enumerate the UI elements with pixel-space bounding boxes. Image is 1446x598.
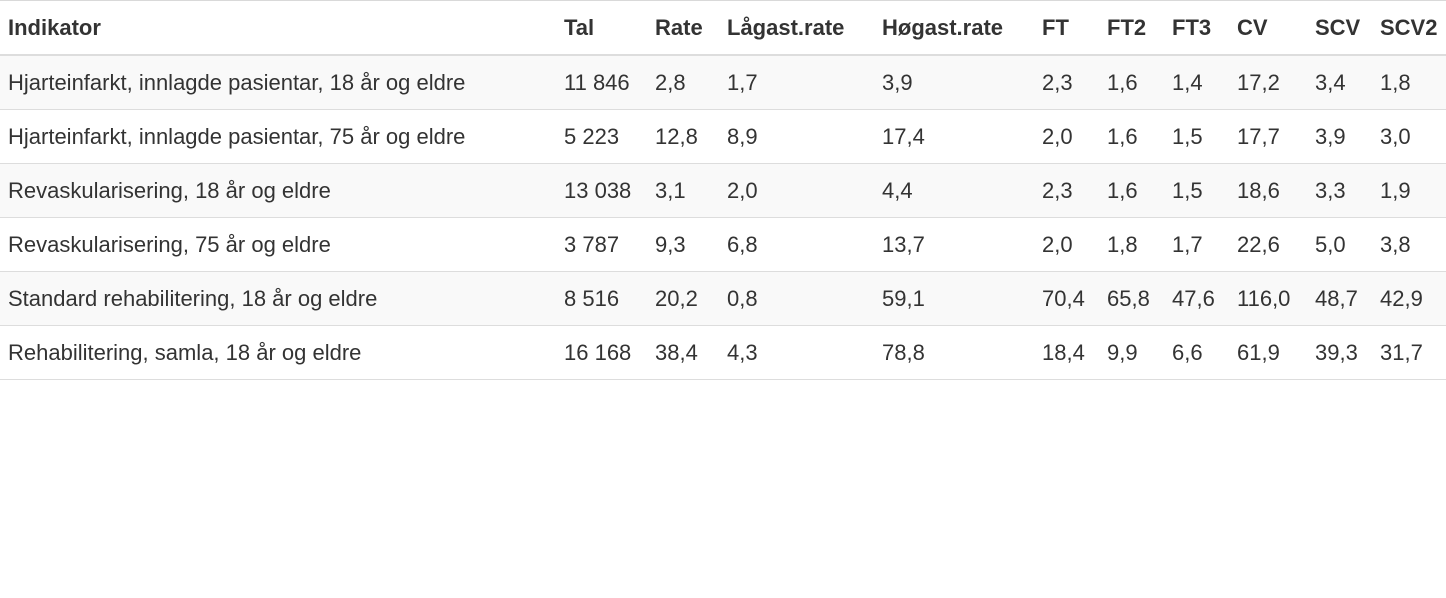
column-header-rate: Rate [647,1,719,56]
table-cell: 1,9 [1372,163,1446,218]
table-cell: Revaskularisering, 75 år og eldre [0,217,556,272]
table-cell: 47,6 [1164,271,1229,326]
table-cell: 3,8 [1372,217,1446,272]
table-cell: 0,8 [719,271,874,326]
table-cell: 3,1 [647,163,719,218]
table-cell: 1,6 [1099,55,1164,110]
table-cell: 116,0 [1229,271,1307,326]
table-cell: 1,5 [1164,109,1229,164]
table-header: Indikator Tal Rate Lågast.rate Høgast.ra… [0,1,1446,56]
column-header-cv: CV [1229,1,1307,56]
table-cell: 5 223 [556,109,647,164]
table-cell: 16 168 [556,325,647,380]
table-row: Revaskularisering, 75 år og eldre 3 787 … [0,217,1446,272]
table-cell: 42,9 [1372,271,1446,326]
table-cell: 3,4 [1307,55,1372,110]
table-cell: 2,8 [647,55,719,110]
table-cell: 48,7 [1307,271,1372,326]
column-header-lagast-rate: Lågast.rate [719,1,874,56]
table-row: Standard rehabilitering, 18 år og eldre … [0,271,1446,326]
table-body: Hjarteinfarkt, innlagde pasientar, 18 år… [0,55,1446,380]
column-header-ft: FT [1034,1,1099,56]
table-row: Revaskularisering, 18 år og eldre 13 038… [0,163,1446,218]
table-cell: 4,4 [874,163,1034,218]
table-cell: 1,5 [1164,163,1229,218]
table-cell: 70,4 [1034,271,1099,326]
table-cell: 18,4 [1034,325,1099,380]
column-header-tal: Tal [556,1,647,56]
table-cell: 22,6 [1229,217,1307,272]
table-cell: Revaskularisering, 18 år og eldre [0,163,556,218]
table-cell: 2,0 [1034,109,1099,164]
header-row: Indikator Tal Rate Lågast.rate Høgast.ra… [0,1,1446,56]
table-cell: 18,6 [1229,163,1307,218]
table-cell: Hjarteinfarkt, innlagde pasientar, 75 år… [0,109,556,164]
table-cell: 61,9 [1229,325,1307,380]
column-header-ft3: FT3 [1164,1,1229,56]
table-cell: 39,3 [1307,325,1372,380]
table-cell: 3 787 [556,217,647,272]
table-cell: 1,7 [719,55,874,110]
table-cell: 3,3 [1307,163,1372,218]
table-cell: 1,8 [1372,55,1446,110]
table-cell: Hjarteinfarkt, innlagde pasientar, 18 år… [0,55,556,110]
table-cell: 38,4 [647,325,719,380]
table-cell: 1,4 [1164,55,1229,110]
table-cell: 65,8 [1099,271,1164,326]
table-cell: 13 038 [556,163,647,218]
table-row: Hjarteinfarkt, innlagde pasientar, 75 år… [0,109,1446,164]
table-cell: 20,2 [647,271,719,326]
table-cell: 8,9 [719,109,874,164]
table-cell: 1,8 [1099,217,1164,272]
indicator-table: Indikator Tal Rate Lågast.rate Høgast.ra… [0,1,1446,380]
table-cell: 6,8 [719,217,874,272]
table-cell: 78,8 [874,325,1034,380]
table-cell: 59,1 [874,271,1034,326]
table-cell: 3,9 [1307,109,1372,164]
table-cell: 17,2 [1229,55,1307,110]
table-cell: 12,8 [647,109,719,164]
table-cell: 6,6 [1164,325,1229,380]
table-row: Rehabilitering, samla, 18 år og eldre 16… [0,325,1446,380]
table-cell: 2,3 [1034,55,1099,110]
column-header-hogast-rate: Høgast.rate [874,1,1034,56]
table-cell: Rehabilitering, samla, 18 år og eldre [0,325,556,380]
table-cell: 2,0 [1034,217,1099,272]
column-header-ft2: FT2 [1099,1,1164,56]
table-cell: 1,6 [1099,163,1164,218]
table-cell: 8 516 [556,271,647,326]
table-cell: 3,9 [874,55,1034,110]
table-cell: 2,3 [1034,163,1099,218]
table-cell: 17,4 [874,109,1034,164]
table-cell: 11 846 [556,55,647,110]
table-cell: Standard rehabilitering, 18 år og eldre [0,271,556,326]
column-header-scv: SCV [1307,1,1372,56]
table-cell: 31,7 [1372,325,1446,380]
table-cell: 13,7 [874,217,1034,272]
column-header-indikator: Indikator [0,1,556,56]
column-header-scv2: SCV2 [1372,1,1446,56]
table-row: Hjarteinfarkt, innlagde pasientar, 18 år… [0,55,1446,110]
table-cell: 9,3 [647,217,719,272]
table-cell: 5,0 [1307,217,1372,272]
table-cell: 2,0 [719,163,874,218]
table-cell: 3,0 [1372,109,1446,164]
table-cell: 9,9 [1099,325,1164,380]
table-cell: 1,6 [1099,109,1164,164]
table-cell: 1,7 [1164,217,1229,272]
table-cell: 4,3 [719,325,874,380]
table-cell: 17,7 [1229,109,1307,164]
